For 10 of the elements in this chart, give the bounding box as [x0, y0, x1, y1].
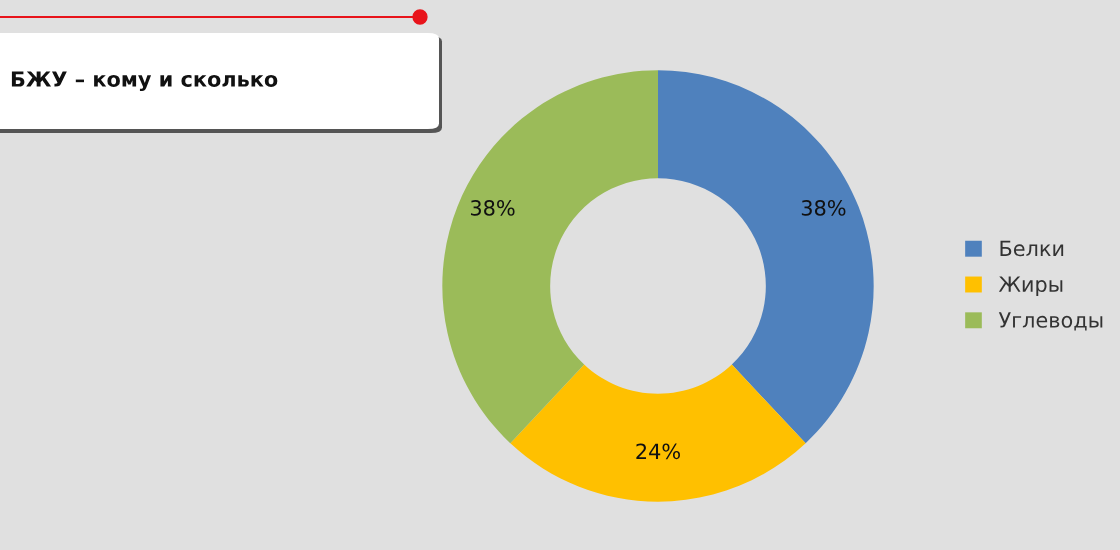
legend-label: Белки — [1000, 240, 1064, 257]
data-label: 38% — [801, 200, 846, 216]
donut-slice — [510, 364, 806, 502]
data-label: 38% — [470, 200, 515, 216]
donut-slice — [658, 70, 874, 444]
legend-label: Жиры — [998, 276, 1063, 297]
data-label: 24% — [636, 443, 680, 460]
donut-slice — [442, 70, 658, 444]
legend-label: Углеводы — [998, 312, 1103, 331]
text: БЖУ – кому и сколько — [11, 71, 278, 92]
